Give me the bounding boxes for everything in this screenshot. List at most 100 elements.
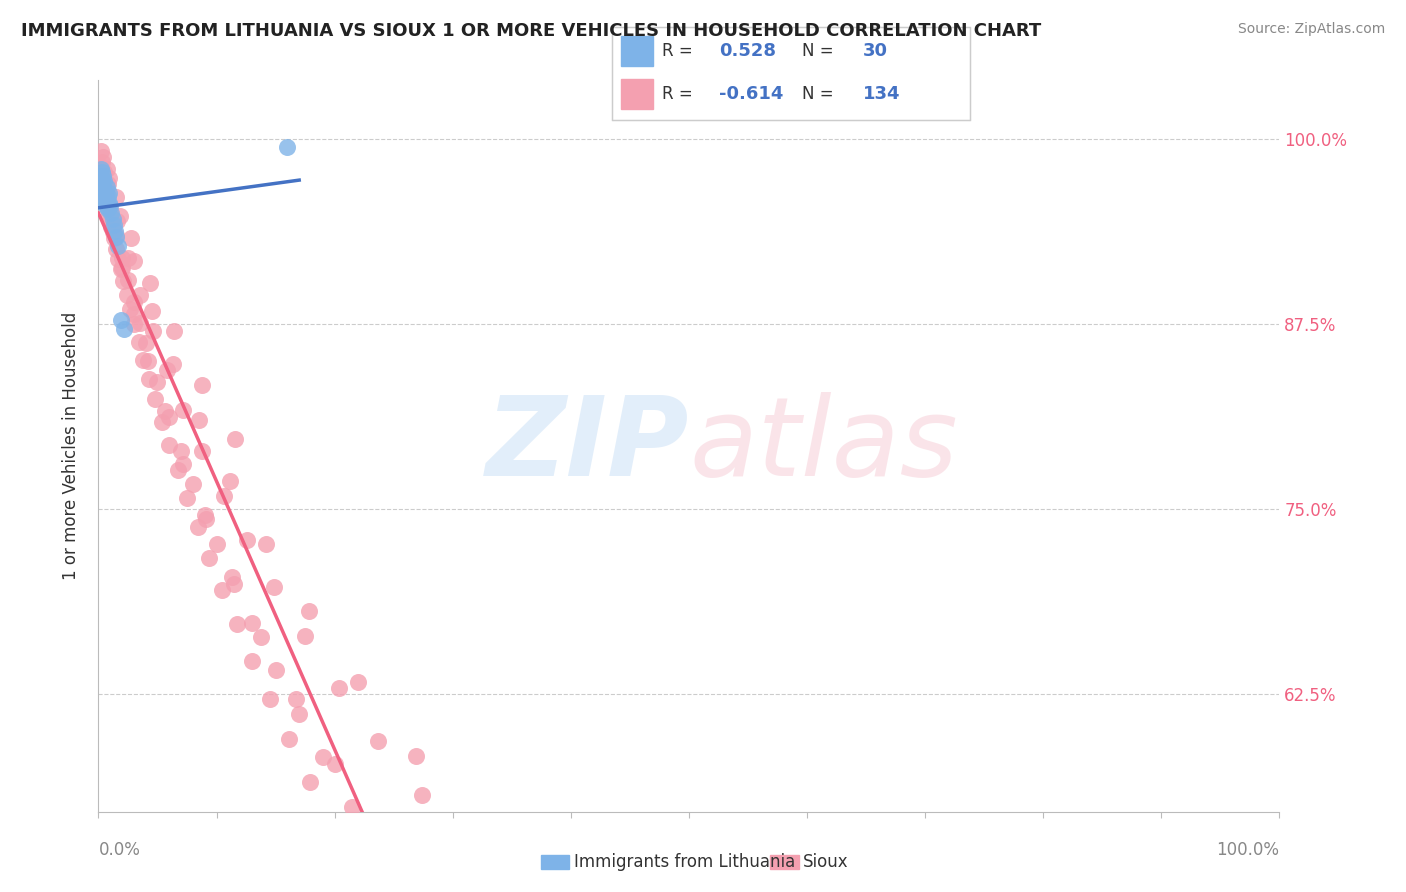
Point xyxy=(96,195,118,210)
Point xyxy=(110,312,132,326)
Point xyxy=(91,179,114,194)
Point xyxy=(205,537,228,551)
Point xyxy=(101,218,124,232)
Point xyxy=(89,159,111,173)
Point xyxy=(142,325,165,339)
Point xyxy=(100,206,122,220)
Point xyxy=(90,177,112,191)
Text: atlas: atlas xyxy=(689,392,957,500)
Y-axis label: 1 or more Vehicles in Household: 1 or more Vehicles in Household xyxy=(62,312,80,580)
Point xyxy=(198,550,221,565)
Point xyxy=(98,203,121,218)
Point xyxy=(121,231,143,245)
Point xyxy=(120,302,142,317)
Point xyxy=(141,303,163,318)
Text: Source: ZipAtlas.com: Source: ZipAtlas.com xyxy=(1237,22,1385,37)
Text: 0.528: 0.528 xyxy=(720,42,776,60)
Point xyxy=(96,194,118,209)
Point xyxy=(218,474,240,488)
Point xyxy=(94,187,117,202)
Text: 0.0%: 0.0% xyxy=(98,841,141,859)
Text: Sioux: Sioux xyxy=(803,853,848,871)
Point xyxy=(111,260,134,275)
Point xyxy=(94,179,117,194)
Point xyxy=(156,363,179,377)
Point xyxy=(98,170,121,185)
Point xyxy=(405,748,427,763)
Point xyxy=(101,212,124,227)
Point xyxy=(98,195,121,210)
Point xyxy=(166,463,188,477)
Point xyxy=(240,615,263,630)
Point xyxy=(108,209,131,223)
Point xyxy=(91,179,114,194)
Point xyxy=(323,757,346,772)
Point xyxy=(298,775,321,789)
Point xyxy=(367,733,389,747)
Point xyxy=(90,161,112,176)
Text: N =: N = xyxy=(801,42,838,60)
Text: -0.614: -0.614 xyxy=(720,86,783,103)
Point xyxy=(312,750,335,764)
Point xyxy=(298,604,321,618)
FancyBboxPatch shape xyxy=(620,36,652,66)
Point xyxy=(90,168,112,182)
Text: ZIP: ZIP xyxy=(485,392,689,500)
Point xyxy=(104,224,127,238)
Point xyxy=(236,533,259,547)
Point xyxy=(187,519,209,533)
Point xyxy=(277,732,299,747)
Point xyxy=(105,242,128,256)
Point xyxy=(194,512,217,526)
Point xyxy=(94,199,117,213)
Point xyxy=(98,186,121,200)
Point xyxy=(105,228,128,243)
Point xyxy=(136,354,159,368)
Point xyxy=(97,177,120,191)
Point xyxy=(105,213,128,227)
Point xyxy=(101,226,124,240)
Point xyxy=(128,334,150,349)
Point xyxy=(91,169,114,184)
Point xyxy=(107,252,129,266)
Point xyxy=(93,174,115,188)
Point xyxy=(162,357,184,371)
Point xyxy=(284,692,307,706)
Point xyxy=(294,629,316,643)
Point xyxy=(91,154,114,169)
Point xyxy=(128,316,150,330)
Text: 134: 134 xyxy=(862,86,900,103)
Point xyxy=(91,174,114,188)
Point xyxy=(96,161,118,176)
Point xyxy=(254,537,277,551)
Point xyxy=(94,192,117,206)
Point xyxy=(263,580,285,594)
Point xyxy=(91,184,114,198)
Point xyxy=(163,325,186,339)
Point xyxy=(187,413,209,427)
Point xyxy=(110,262,132,277)
Point xyxy=(115,287,138,301)
Point xyxy=(96,179,118,194)
Point xyxy=(221,570,243,584)
Point xyxy=(122,253,145,268)
Point xyxy=(105,230,128,244)
Text: N =: N = xyxy=(801,86,838,103)
Point xyxy=(117,251,139,265)
Point xyxy=(103,218,125,232)
Point xyxy=(93,165,115,179)
Point xyxy=(259,692,281,706)
Point xyxy=(176,491,198,506)
Point xyxy=(146,375,169,389)
Point xyxy=(117,273,139,287)
Point xyxy=(328,681,350,695)
Point xyxy=(105,190,128,204)
Point xyxy=(97,203,120,218)
Point xyxy=(143,392,166,407)
Point xyxy=(112,274,135,288)
Point xyxy=(172,402,194,417)
Point xyxy=(191,444,214,458)
Point xyxy=(98,199,121,213)
Point xyxy=(89,169,111,184)
Point xyxy=(212,488,235,502)
